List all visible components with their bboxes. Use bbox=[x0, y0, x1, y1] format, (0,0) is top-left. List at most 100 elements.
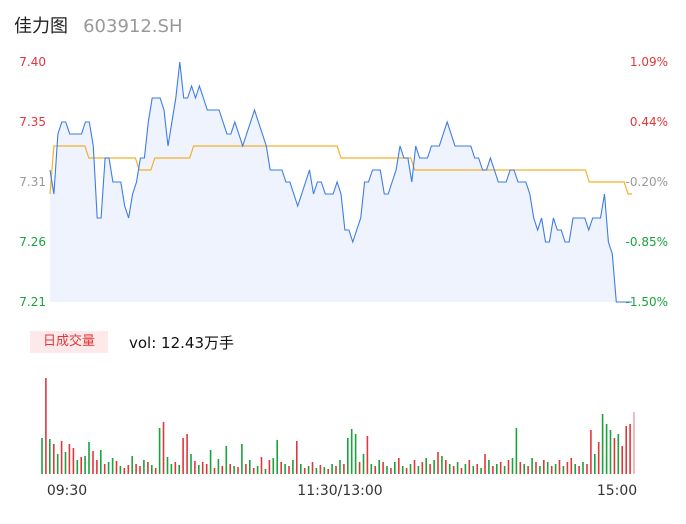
volume-bar bbox=[586, 464, 588, 474]
volume-bar bbox=[68, 444, 71, 474]
volume-bar bbox=[539, 466, 541, 474]
volume-bar bbox=[319, 465, 322, 474]
volume-bar bbox=[213, 468, 216, 474]
volume-bar bbox=[558, 460, 561, 474]
volume-bar bbox=[574, 464, 576, 474]
average-price-line bbox=[49, 145, 632, 195]
volume-bar bbox=[621, 446, 623, 474]
volume-bar bbox=[162, 422, 165, 474]
volume-bar bbox=[151, 465, 153, 474]
volume-bar bbox=[550, 466, 553, 474]
title-row: 佳力图 603912.SH bbox=[14, 12, 183, 38]
volume-bar bbox=[135, 464, 137, 474]
volume-bar bbox=[170, 464, 173, 474]
price-line bbox=[49, 61, 632, 303]
volume-bar bbox=[143, 460, 145, 474]
volume-bar bbox=[413, 460, 416, 474]
volume-bar bbox=[190, 454, 192, 474]
volume-bar bbox=[327, 469, 329, 474]
time-tick-label: 15:00 bbox=[597, 483, 637, 499]
volume-bar bbox=[582, 462, 584, 474]
volume-bar bbox=[127, 465, 130, 474]
volume-bar bbox=[613, 438, 616, 474]
volume-bar bbox=[460, 468, 463, 474]
volume-bar bbox=[456, 462, 459, 474]
volume-bar bbox=[198, 465, 200, 474]
price-tick-label: 7.21 bbox=[19, 295, 46, 309]
volume-bar bbox=[41, 438, 43, 474]
volume-bar bbox=[437, 452, 439, 474]
percent-tick-label: -0.20% bbox=[626, 175, 668, 189]
volume-bar bbox=[64, 452, 67, 474]
price-tick-label: 7.35 bbox=[19, 115, 46, 129]
volume-bar bbox=[562, 466, 565, 474]
volume-bar bbox=[350, 429, 353, 474]
volume-bar bbox=[480, 468, 482, 474]
volume-bar bbox=[492, 466, 494, 474]
volume-bar bbox=[578, 466, 580, 474]
volume-bar bbox=[119, 466, 122, 474]
volume-bar bbox=[390, 468, 392, 474]
volume-bar bbox=[84, 456, 86, 474]
volume-bar bbox=[519, 462, 522, 474]
volume-bar bbox=[60, 441, 63, 474]
volume-bar bbox=[300, 464, 302, 474]
volume-bar bbox=[154, 468, 157, 474]
volume-bar bbox=[354, 434, 357, 474]
volume-bar bbox=[107, 462, 110, 474]
volume-bar bbox=[358, 462, 361, 474]
time-tick-label: 11:30/13:00 bbox=[297, 483, 382, 499]
volume-bar bbox=[139, 466, 141, 474]
volume-bar bbox=[601, 414, 604, 474]
volume-bar bbox=[45, 378, 47, 474]
avg-line bbox=[49, 145, 632, 195]
volume-bar bbox=[323, 467, 326, 474]
price-tick-label: 7.31 bbox=[19, 175, 46, 189]
volume-bar bbox=[590, 430, 592, 474]
volume-bar bbox=[178, 465, 180, 474]
volume-bar bbox=[249, 460, 251, 474]
volume-bar bbox=[123, 468, 126, 474]
volume-bar bbox=[515, 428, 518, 474]
volume-bar bbox=[488, 460, 490, 474]
price-series-line bbox=[49, 61, 632, 303]
volume-bar bbox=[225, 446, 228, 474]
volume-bar bbox=[597, 442, 600, 474]
volume-bar bbox=[96, 460, 98, 474]
volume-bar bbox=[503, 466, 506, 474]
volume-bar bbox=[217, 459, 220, 474]
volume-bar bbox=[405, 468, 408, 474]
volume-bar bbox=[288, 466, 290, 474]
volume-bar bbox=[264, 469, 267, 474]
volume-bar bbox=[256, 466, 259, 474]
volume-bar bbox=[194, 461, 196, 474]
volume-bar bbox=[221, 466, 224, 474]
volume-bar bbox=[394, 462, 396, 474]
volume-tab[interactable]: 日成交量 bbox=[30, 331, 108, 353]
volume-bar bbox=[241, 444, 243, 474]
volume-bar bbox=[496, 464, 498, 474]
volume-bar bbox=[284, 464, 286, 474]
volume-bar bbox=[629, 424, 631, 474]
volume-bar bbox=[111, 458, 114, 474]
volume-bar bbox=[378, 460, 380, 474]
volume-bar bbox=[531, 458, 533, 474]
price-area-fill bbox=[50, 62, 632, 302]
volume-bar bbox=[88, 442, 90, 474]
volume-bar bbox=[103, 464, 106, 474]
volume-bar bbox=[370, 464, 373, 474]
percent-tick-label: 1.09% bbox=[630, 55, 668, 69]
volume-bar bbox=[429, 464, 431, 474]
volume-bar bbox=[260, 457, 263, 474]
volume-bar bbox=[523, 464, 525, 474]
volume-bar bbox=[546, 462, 549, 474]
volume-bar bbox=[339, 460, 341, 474]
volume-bar bbox=[507, 460, 510, 474]
volume-bar bbox=[186, 434, 188, 474]
volume-bar bbox=[131, 456, 133, 474]
percent-tick-label: -0.85% bbox=[626, 235, 668, 249]
volume-bar bbox=[209, 450, 212, 474]
volume-bar bbox=[633, 412, 635, 474]
volume-bar bbox=[433, 460, 435, 474]
volume-bar bbox=[468, 460, 471, 474]
